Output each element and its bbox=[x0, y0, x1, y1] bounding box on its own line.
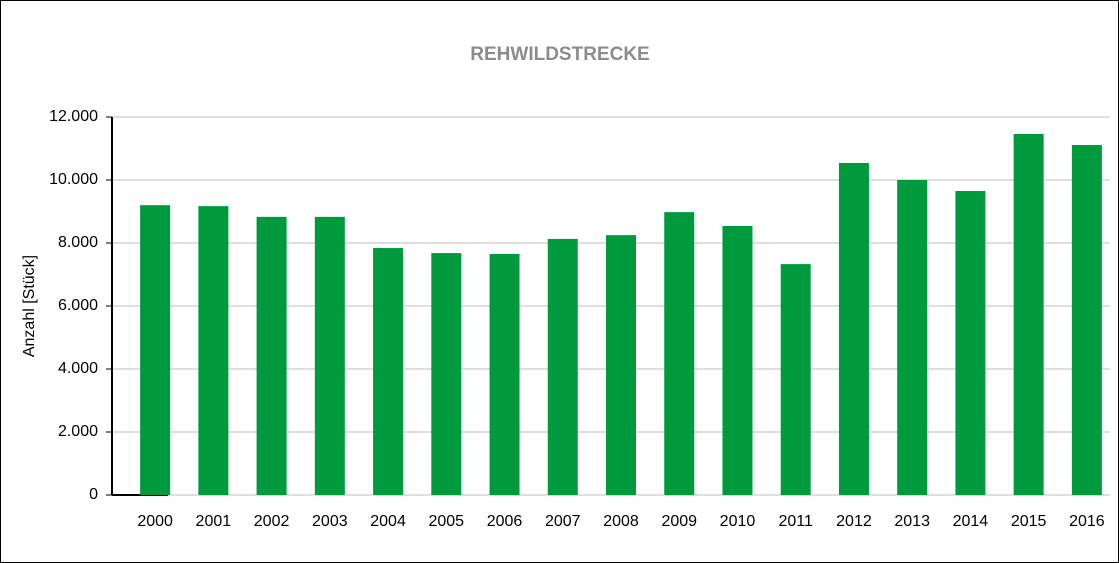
x-tick-label: 2011 bbox=[779, 513, 814, 530]
bar bbox=[606, 235, 636, 495]
x-tick-label: 2016 bbox=[1069, 513, 1105, 530]
bar bbox=[722, 225, 753, 496]
x-tick-label: 2009 bbox=[661, 513, 697, 530]
bar bbox=[140, 205, 171, 495]
bar bbox=[431, 253, 462, 495]
bar bbox=[1071, 145, 1102, 495]
x-tick-label: 2007 bbox=[545, 513, 581, 530]
y-axis-label: Anzahl [Stück] bbox=[21, 255, 38, 357]
bar bbox=[547, 238, 578, 495]
x-tick-label: 2010 bbox=[720, 513, 756, 530]
x-tick-label: 2012 bbox=[836, 513, 872, 530]
y-tick-label: 12.000 bbox=[49, 108, 98, 125]
x-tick-label: 2014 bbox=[953, 513, 989, 530]
bar bbox=[198, 206, 229, 495]
y-tick-label: 6.000 bbox=[58, 297, 98, 314]
x-tick-label: 2008 bbox=[603, 513, 639, 530]
bar bbox=[838, 162, 869, 496]
y-tick-label: 4.000 bbox=[58, 360, 98, 377]
x-tick-label: 2005 bbox=[428, 513, 464, 530]
x-tick-label: 2003 bbox=[312, 513, 348, 530]
x-tick-label: 2000 bbox=[137, 513, 173, 530]
bar bbox=[489, 254, 520, 495]
bar bbox=[780, 264, 811, 495]
bar bbox=[373, 248, 404, 495]
bar bbox=[955, 191, 986, 495]
y-tick-label: 2.000 bbox=[58, 423, 98, 440]
x-tick-label: 2004 bbox=[370, 513, 406, 530]
bar bbox=[664, 212, 695, 495]
x-tick-label: 2002 bbox=[254, 513, 290, 530]
y-tick-label: 8.000 bbox=[58, 234, 98, 251]
x-tick-label: 2006 bbox=[487, 513, 523, 530]
bar bbox=[897, 180, 928, 495]
bar bbox=[314, 216, 345, 496]
chart-title: REHWILDSTRECKE bbox=[470, 44, 649, 65]
bar bbox=[1013, 134, 1044, 495]
x-tick-label: 2013 bbox=[894, 513, 930, 530]
x-tick-label: 2001 bbox=[196, 513, 232, 530]
y-tick-label: 0 bbox=[89, 486, 98, 503]
x-tick-label: 2015 bbox=[1011, 513, 1047, 530]
bar bbox=[256, 216, 287, 496]
y-tick-label: 10.000 bbox=[49, 171, 98, 188]
